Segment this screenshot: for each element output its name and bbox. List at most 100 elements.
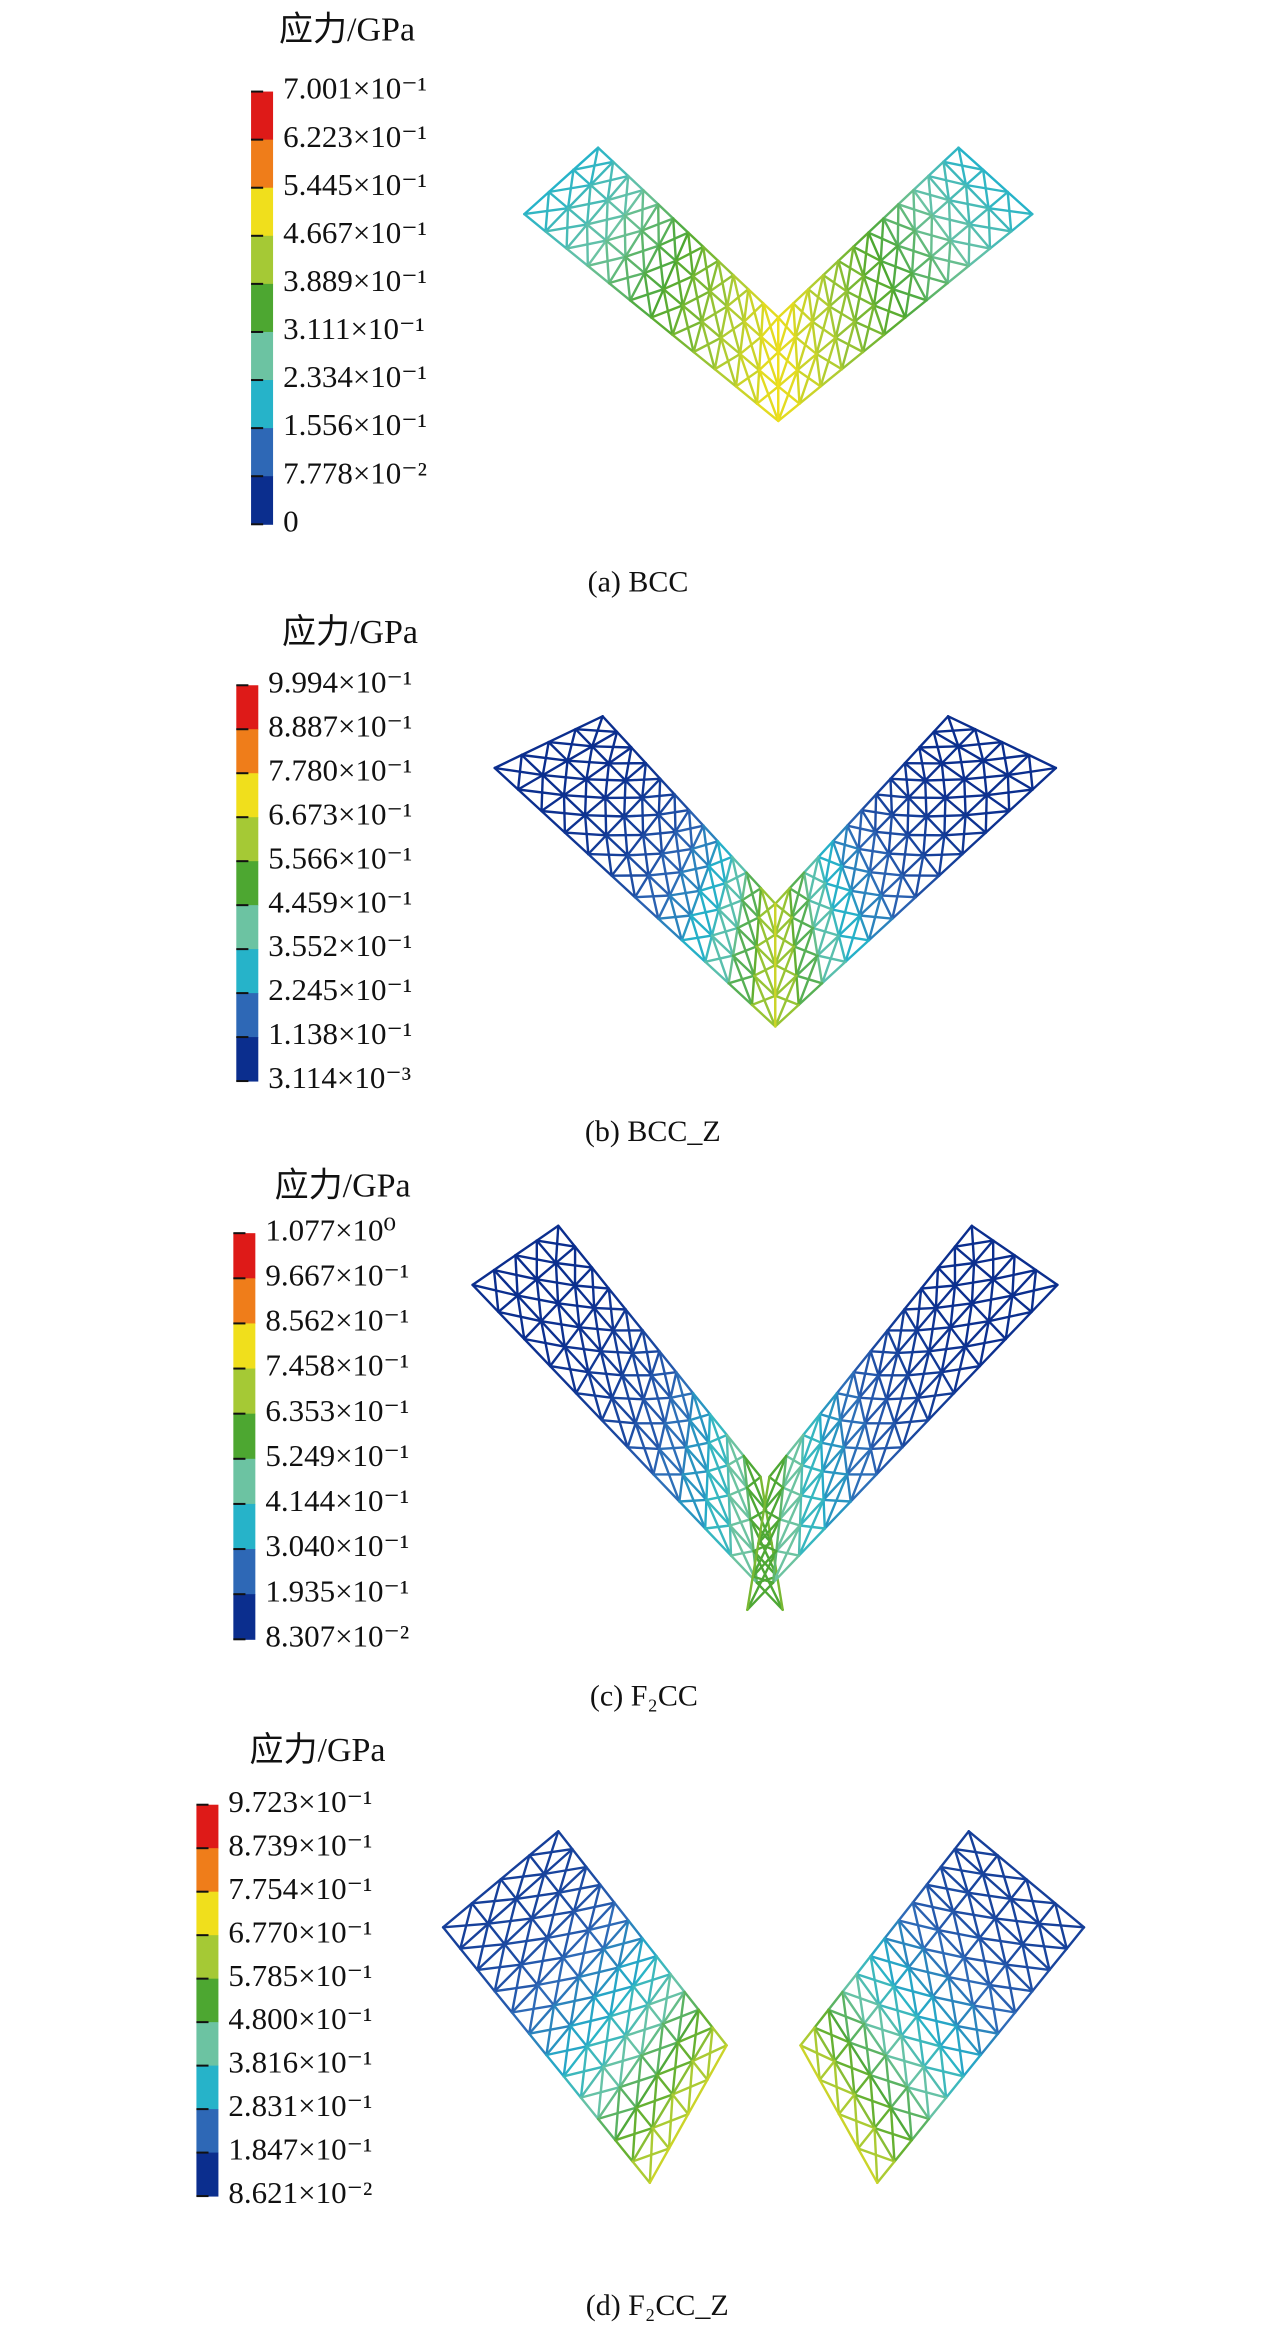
strut <box>678 1500 707 1530</box>
strut <box>651 2093 674 2130</box>
strut <box>607 730 619 765</box>
strut <box>830 908 840 937</box>
strut <box>675 1370 691 1422</box>
strut <box>583 796 607 817</box>
strut <box>978 1936 1008 1966</box>
legend-label: 4.144×10⁻¹ <box>265 1483 409 1518</box>
strut <box>565 247 589 267</box>
strut <box>931 1995 958 2028</box>
strut <box>1004 1963 1017 2014</box>
strut <box>781 1454 788 1489</box>
strut <box>964 814 987 834</box>
color-band <box>233 1413 256 1460</box>
strut <box>679 871 701 892</box>
strut <box>593 1966 620 1998</box>
strut <box>643 271 665 291</box>
strut <box>604 796 626 818</box>
strut <box>949 1302 974 1329</box>
strut <box>949 1326 967 1348</box>
strut <box>738 352 759 405</box>
strut <box>774 916 794 936</box>
strut <box>869 1350 880 1377</box>
strut <box>610 874 637 899</box>
strut <box>751 1542 760 1578</box>
strut <box>535 1278 560 1305</box>
strut <box>535 1278 543 1323</box>
strut <box>566 183 592 210</box>
strut <box>583 814 608 837</box>
strut <box>891 874 904 920</box>
strut <box>731 954 754 1007</box>
color-band <box>236 817 259 862</box>
strut <box>1004 1942 1024 1966</box>
caption: (a) BCC <box>588 566 689 599</box>
strut <box>886 1329 899 1355</box>
strut <box>844 914 862 963</box>
strut <box>963 759 985 781</box>
strut <box>970 1261 976 1305</box>
strut <box>981 1872 1012 1901</box>
strut <box>1065 1926 1086 1950</box>
strut <box>807 882 827 902</box>
strut <box>578 1326 602 1353</box>
strut <box>962 2053 982 2078</box>
strut <box>867 231 882 263</box>
strut <box>971 1983 991 2007</box>
strut <box>585 762 611 781</box>
strut <box>841 1990 851 2044</box>
strut <box>885 1351 899 1401</box>
strut <box>755 402 780 423</box>
strut <box>713 368 738 388</box>
strut <box>883 1919 900 1940</box>
strut <box>867 894 883 942</box>
strut <box>563 1326 581 1348</box>
legend-label: 7.778×10⁻² <box>283 455 427 490</box>
strut <box>607 1287 615 1332</box>
strut <box>982 740 1004 762</box>
strut <box>641 1329 661 1353</box>
strut <box>573 1245 594 1269</box>
color-band <box>196 1978 219 2023</box>
strut <box>749 1518 779 1578</box>
strut <box>515 1854 531 1901</box>
strut <box>700 320 723 339</box>
strut <box>717 259 735 277</box>
strut <box>855 1954 872 1976</box>
strut <box>916 1350 931 1400</box>
strut <box>862 2022 872 2077</box>
strut <box>1053 1902 1086 1929</box>
strut <box>650 1374 667 1425</box>
strut <box>922 854 941 877</box>
strut <box>548 1364 578 1395</box>
strut <box>872 259 882 307</box>
strut <box>915 1287 923 1332</box>
strut <box>922 2065 931 2121</box>
strut <box>927 160 945 178</box>
strut <box>585 2045 605 2068</box>
strut <box>963 778 988 797</box>
strut <box>879 852 890 897</box>
strut <box>624 762 647 782</box>
color-band <box>233 1458 256 1505</box>
panel: 应力/GPa 1.077×10⁰ 9.667×10⁻¹ 8.562×10⁻¹ 7.458… <box>233 1167 1059 1712</box>
strut <box>746 1581 775 1612</box>
strut <box>877 1351 899 1377</box>
strut <box>755 1581 784 1612</box>
strut <box>811 305 831 323</box>
strut <box>915 1995 934 2018</box>
strut <box>519 1917 534 1966</box>
strut <box>541 773 588 781</box>
strut <box>742 1454 749 1489</box>
strut <box>874 777 892 796</box>
strut <box>964 1345 982 1368</box>
strut <box>842 1446 849 1476</box>
strut <box>987 1319 1007 1341</box>
strut <box>661 1990 686 2025</box>
strut <box>725 1433 749 1489</box>
strut <box>900 2034 909 2089</box>
strut <box>893 1422 904 1449</box>
strut <box>610 854 629 877</box>
strut <box>906 2065 925 2089</box>
strut <box>849 1447 872 1503</box>
strut <box>535 1239 558 1265</box>
